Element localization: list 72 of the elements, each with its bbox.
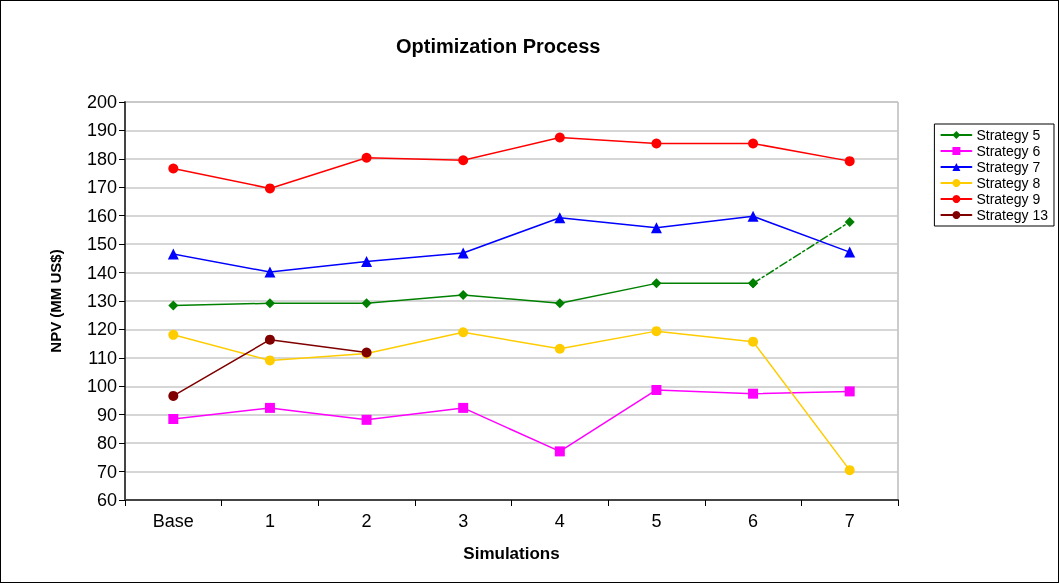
point — [554, 298, 565, 309]
point — [554, 343, 565, 354]
y-axis-title: NPV (MM US$) — [47, 249, 64, 353]
point — [458, 290, 469, 301]
point — [168, 300, 179, 311]
x-tick-label: 7 — [844, 511, 855, 531]
point — [844, 156, 855, 167]
x-tick-label: 4 — [554, 511, 565, 531]
x-tick-label: 3 — [458, 511, 469, 531]
y-tick-label: 200 — [86, 92, 117, 112]
y-tick-label: 140 — [86, 262, 117, 283]
point — [748, 336, 759, 347]
legend-label: Strategy 9 — [976, 191, 1041, 207]
y-tick-label: 130 — [86, 291, 117, 311]
point — [264, 355, 275, 366]
y-tick-label: 120 — [86, 319, 117, 340]
point — [554, 212, 566, 224]
legend-label: Strategy 6 — [976, 143, 1041, 159]
legend-label: Strategy 5 — [976, 127, 1041, 143]
x-tick-label: 5 — [651, 511, 662, 531]
point — [844, 465, 855, 476]
point — [748, 388, 759, 399]
point — [651, 384, 662, 395]
point — [264, 183, 275, 194]
point — [264, 402, 275, 413]
y-tick-label: 150 — [86, 234, 117, 255]
point — [651, 326, 662, 337]
x-tick-label: Base — [152, 511, 194, 531]
point — [457, 247, 469, 259]
point — [264, 334, 275, 345]
y-tick-label: 190 — [86, 120, 117, 141]
point — [361, 255, 373, 267]
point — [844, 216, 855, 227]
point — [167, 248, 179, 260]
point — [748, 138, 759, 149]
point — [361, 414, 372, 425]
point — [458, 155, 469, 166]
point — [651, 278, 662, 289]
legend-label: Strategy 8 — [976, 175, 1041, 191]
point — [361, 298, 372, 309]
x-tick-label: 2 — [361, 511, 372, 531]
x-tick-label: 6 — [748, 511, 759, 531]
y-tick-label: 90 — [96, 404, 117, 425]
point — [458, 402, 469, 413]
point — [554, 446, 565, 457]
point — [264, 266, 276, 278]
point — [168, 329, 179, 340]
y-tick-label: 80 — [96, 433, 117, 454]
legend-label: Strategy 7 — [976, 159, 1041, 175]
x-tick-label: 1 — [264, 511, 275, 531]
point — [168, 390, 179, 401]
point — [650, 222, 662, 234]
point — [651, 138, 662, 149]
point — [844, 386, 855, 397]
point — [554, 132, 565, 143]
point — [458, 327, 469, 338]
point — [168, 163, 179, 174]
point — [168, 413, 179, 424]
y-tick-label: 70 — [96, 461, 117, 482]
y-tick-label: 110 — [88, 347, 117, 368]
point — [844, 246, 856, 258]
y-tick-label: 160 — [86, 205, 117, 226]
chart-title: Optimization Process — [396, 35, 601, 57]
y-tick-label: 100 — [86, 376, 117, 397]
legend-label: Strategy 13 — [976, 207, 1049, 223]
y-tick-label: 60 — [96, 490, 117, 510]
point — [747, 210, 759, 222]
y-tick-label: 180 — [86, 148, 117, 169]
point — [361, 152, 372, 163]
y-tick-label: 170 — [86, 177, 117, 198]
x-axis-title: Simulations — [463, 544, 560, 563]
point — [264, 298, 275, 309]
